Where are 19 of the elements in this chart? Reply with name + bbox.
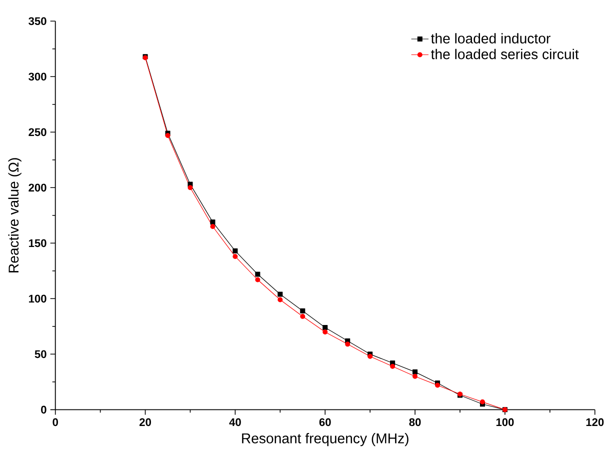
y-tick-label: 150: [28, 239, 46, 248]
legend-label: the loaded inductor: [431, 33, 550, 44]
y-tick-label: 50: [34, 350, 46, 358]
x-tick-label: 100: [496, 418, 514, 426]
x-tick-label: 40: [229, 418, 241, 426]
y-axis-title: Reactive value (Ω): [8, 158, 22, 272]
y-tick-label: 0: [41, 406, 46, 414]
y-tick-label: 250: [28, 128, 46, 136]
x-tick-label: 60: [319, 418, 331, 426]
y-tick-label: 300: [28, 72, 46, 81]
y-tick-label: 350: [28, 17, 46, 26]
x-tick-label: 0: [52, 418, 58, 426]
x-axis-title: Resonant frequency (MHz): [242, 433, 408, 446]
y-tick-label: 200: [28, 184, 46, 192]
x-tick-label: 80: [409, 418, 421, 426]
y-tick-label: 100: [28, 294, 46, 303]
legend-label: the loaded series circuit: [431, 48, 579, 60]
x-tick-label: 120: [586, 418, 604, 426]
x-tick-label: 20: [140, 418, 151, 426]
